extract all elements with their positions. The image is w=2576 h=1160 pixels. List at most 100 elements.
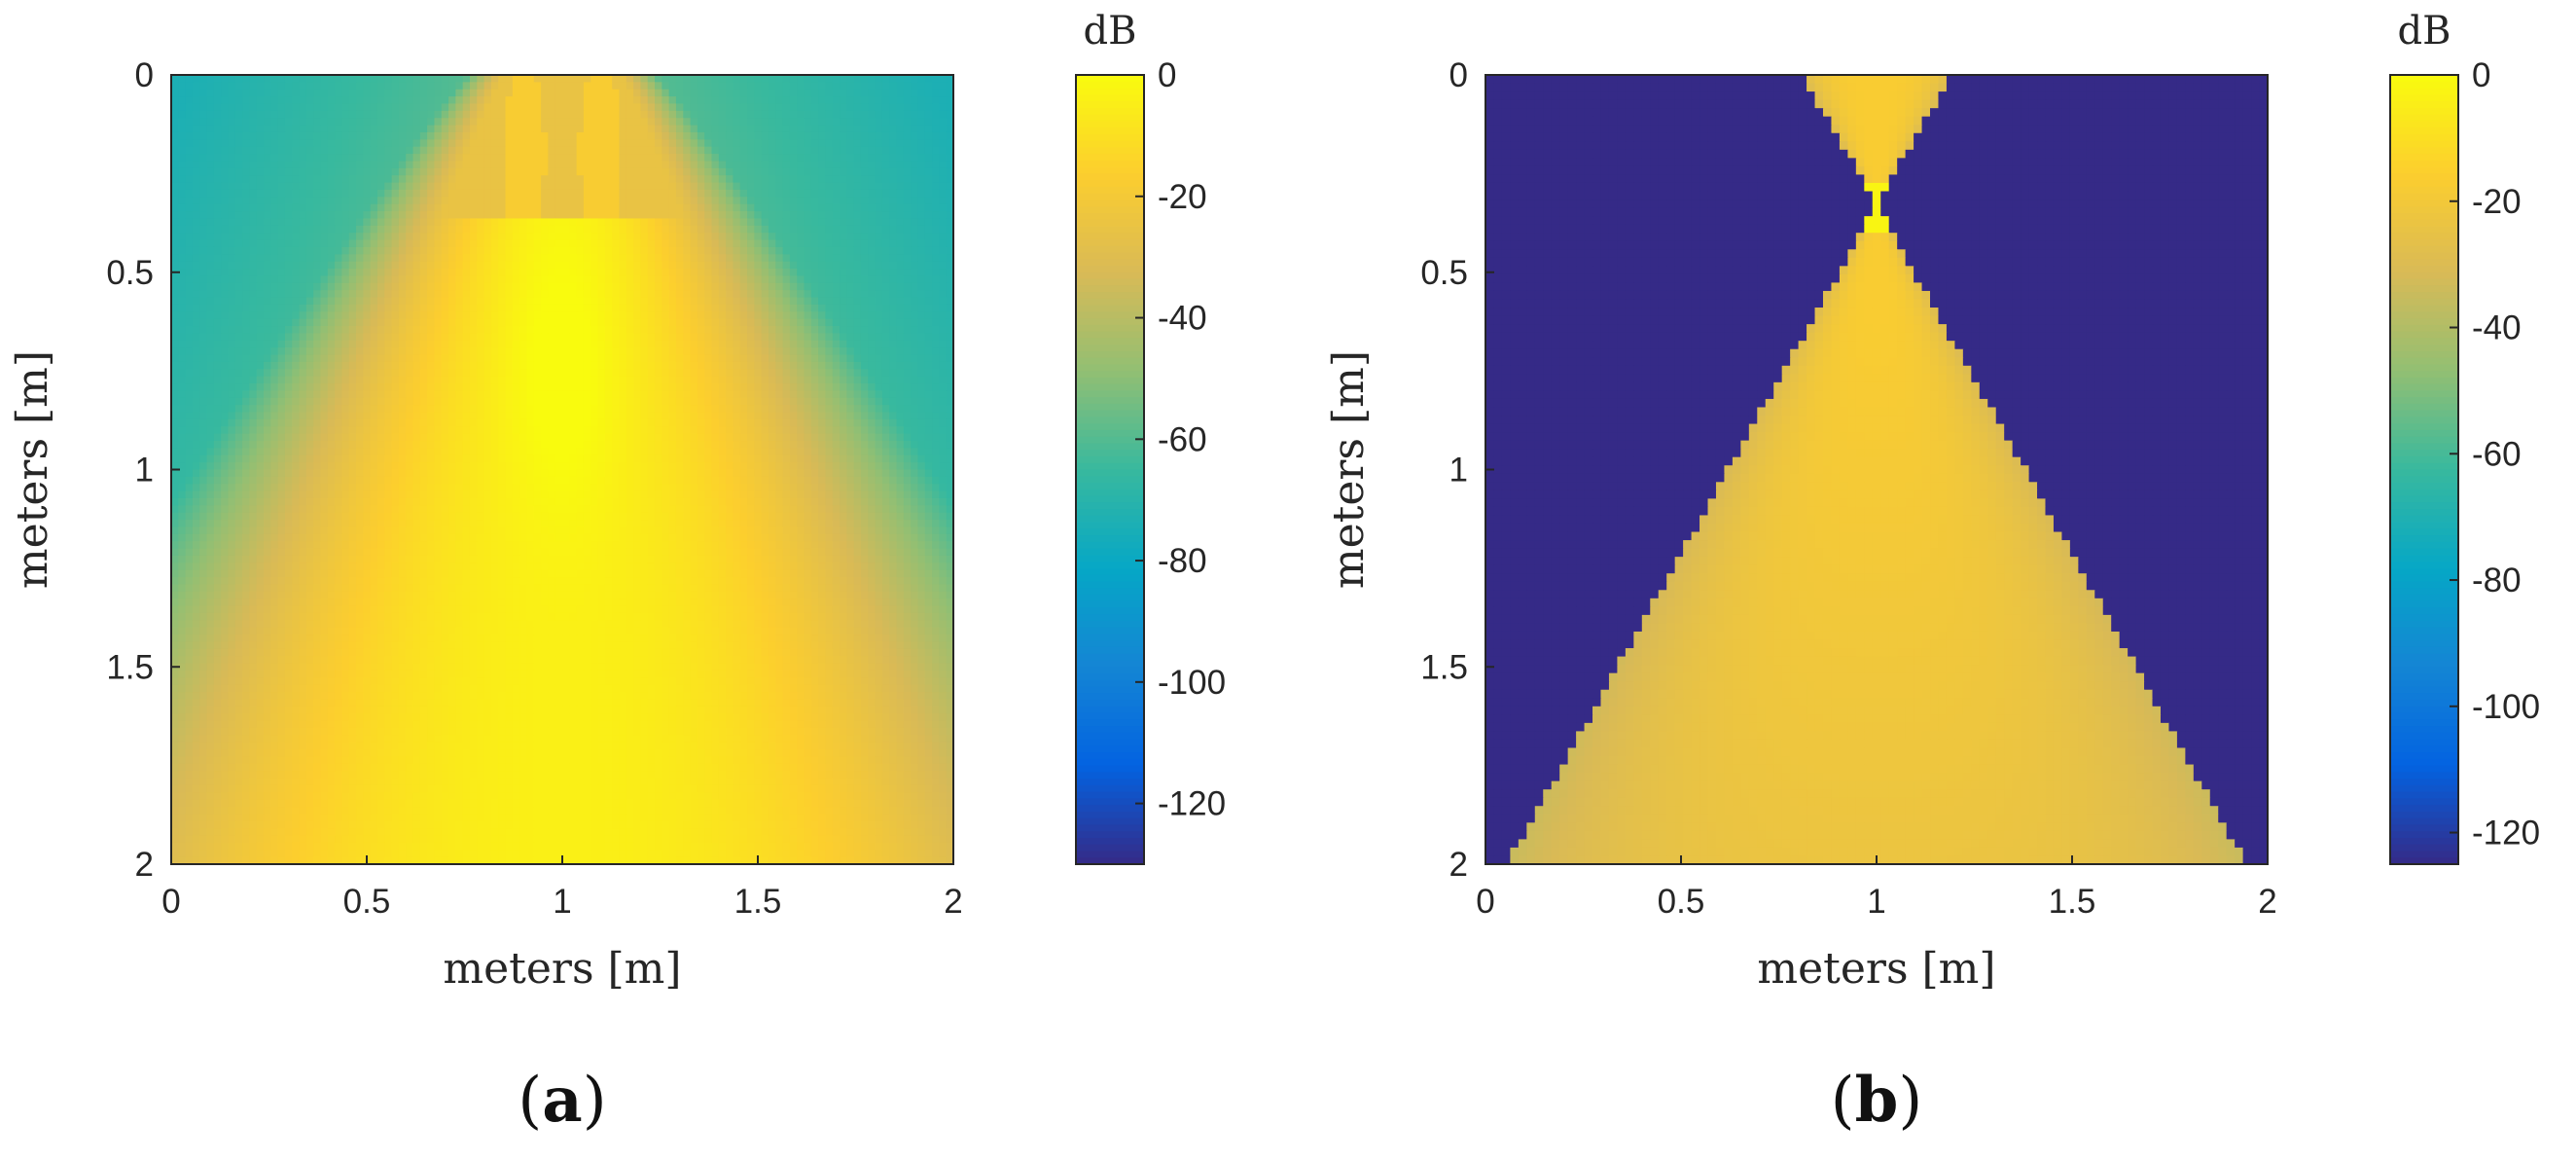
- heatmap-cell: [861, 240, 869, 248]
- heatmap-cell: [868, 126, 876, 133]
- heatmap-field: [171, 75, 954, 865]
- heatmap-cell: [534, 126, 542, 133]
- heatmap-cell: [619, 204, 626, 212]
- heatmap-cell: [711, 103, 719, 111]
- heatmap-cell: [484, 168, 492, 176]
- heatmap-cell: [711, 126, 719, 133]
- heatmap-cell: [171, 369, 179, 377]
- heatmap-cell: [221, 75, 229, 83]
- heatmap-cell: [420, 132, 428, 140]
- heatmap-cell: [711, 305, 719, 312]
- heatmap-cell: [584, 75, 591, 83]
- heatmap-cell: [392, 383, 400, 391]
- heatmap-cell: [178, 254, 186, 262]
- heatmap-cell: [811, 341, 819, 348]
- heatmap-cell: [384, 82, 392, 90]
- heatmap-cell: [612, 183, 620, 191]
- heatmap-cell: [939, 183, 947, 191]
- heatmap-cell: [335, 154, 342, 162]
- heatmap-cell: [341, 175, 349, 183]
- heatmap-cell: [442, 197, 449, 204]
- heatmap-cell: [534, 147, 542, 155]
- heatmap-cell: [420, 240, 428, 248]
- heatmap-cell: [846, 126, 854, 133]
- heatmap-cell: [300, 355, 307, 363]
- heatmap-cell: [392, 311, 400, 319]
- heatmap-cell: [775, 290, 783, 298]
- heatmap-cell: [171, 118, 179, 126]
- heatmap-cell: [242, 311, 250, 319]
- heatmap-cell: [775, 355, 783, 363]
- heatmap-cell: [711, 211, 719, 219]
- heatmap-cell: [633, 161, 641, 168]
- heatmap-cell: [420, 168, 428, 176]
- heatmap-cell: [413, 383, 421, 391]
- heatmap-cell: [932, 168, 940, 176]
- heatmap-cell: [341, 190, 349, 198]
- heatmap-cell: [711, 254, 719, 262]
- heatmap-cell: [754, 139, 762, 147]
- heatmap-cell: [825, 305, 833, 312]
- heatmap-cell: [861, 390, 869, 398]
- heatmap-cell: [769, 362, 776, 370]
- heatmap-cell: [356, 326, 364, 334]
- heatmap-cell: [805, 305, 812, 312]
- heatmap-cell: [783, 290, 791, 298]
- heatmap-cell: [242, 390, 250, 398]
- heatmap-cell: [562, 269, 570, 276]
- heatmap-cell: [562, 226, 570, 234]
- heatmap-cell: [186, 240, 194, 248]
- heatmap-cell: [733, 111, 740, 119]
- heatmap-cell: [442, 204, 449, 212]
- heatmap-cell: [612, 96, 620, 104]
- heatmap-cell: [569, 204, 577, 212]
- heatmap-cell: [193, 154, 200, 162]
- heatmap-cell: [605, 204, 613, 212]
- heatmap-cell: [491, 175, 499, 183]
- heatmap-cell: [911, 161, 918, 168]
- heatmap-cell: [491, 341, 499, 348]
- heatmap-cell: [420, 341, 428, 348]
- heatmap-cell: [704, 132, 712, 140]
- heatmap-cell: [846, 240, 854, 248]
- heatmap-cell: [264, 103, 271, 111]
- heatmap-cell: [775, 126, 783, 133]
- heatmap-cell: [790, 377, 798, 384]
- heatmap-cell: [740, 218, 748, 226]
- heatmap-cell: [392, 168, 400, 176]
- heatmap-cell: [455, 190, 463, 198]
- heatmap-cell: [783, 254, 791, 262]
- heatmap-cell: [320, 118, 328, 126]
- heatmap-cell: [783, 390, 791, 398]
- heatmap-cell: [640, 139, 648, 147]
- heatmap-cell: [740, 168, 748, 176]
- heatmap-cell: [747, 226, 755, 234]
- heatmap-cell: [605, 254, 613, 262]
- heatmap-cell: [833, 347, 841, 355]
- heatmap-cell: [854, 147, 862, 155]
- heatmap-cell: [242, 362, 250, 370]
- heatmap-cell: [775, 347, 783, 355]
- heatmap-cell: [911, 341, 918, 348]
- heatmap-cell: [605, 269, 613, 276]
- heatmap-cell: [562, 90, 570, 97]
- heatmap-cell: [619, 233, 626, 240]
- heatmap-cell: [861, 326, 869, 334]
- heatmap-cell: [306, 226, 314, 234]
- heatmap-cell: [818, 161, 826, 168]
- heatmap-cell: [868, 190, 876, 198]
- heatmap-cell: [897, 190, 905, 198]
- heatmap-cell: [214, 341, 222, 348]
- heatmap-cell: [840, 90, 847, 97]
- heatmap-cell: [846, 226, 854, 234]
- heatmap-cell: [335, 218, 342, 226]
- heatmap-cell: [719, 305, 727, 312]
- heatmap-cell: [904, 362, 912, 370]
- heatmap-cell: [548, 333, 555, 341]
- heatmap-cell: [214, 398, 222, 406]
- heatmap-cell: [633, 126, 641, 133]
- heatmap-cell: [555, 75, 563, 83]
- heatmap-cell: [655, 383, 662, 391]
- heatmap-cell: [889, 211, 897, 219]
- heatmap-cell: [235, 204, 243, 212]
